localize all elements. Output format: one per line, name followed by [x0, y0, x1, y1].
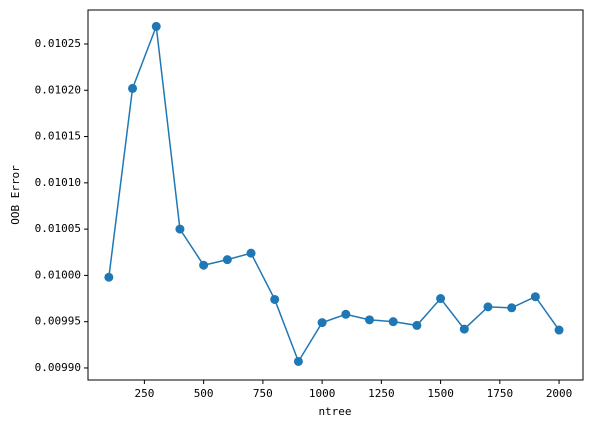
y-tick-label: 0.00990 [35, 361, 81, 374]
data-point [104, 272, 114, 282]
data-point [483, 302, 493, 312]
x-tick-label: 750 [253, 387, 273, 400]
y-tick-label: 0.01020 [35, 83, 81, 96]
y-tick-label: 0.01025 [35, 37, 81, 50]
y-axis-label: OOB Error [9, 165, 22, 225]
y-tick-label: 0.01010 [35, 176, 81, 189]
data-point [317, 318, 327, 328]
data-line [108, 26, 560, 364]
plot-frame [87, 9, 584, 381]
data-point [365, 315, 375, 325]
y-tick-label: 0.01000 [35, 268, 81, 281]
x-tick-label: 1500 [427, 387, 454, 400]
data-point [222, 255, 232, 265]
data-point [270, 294, 280, 304]
data-point [128, 83, 138, 93]
data-point [246, 248, 256, 258]
y-tick-label: 0.01005 [35, 222, 81, 235]
data-point [175, 224, 185, 234]
data-point [507, 303, 517, 313]
y-tick-label: 0.00995 [35, 315, 81, 328]
data-point [412, 320, 422, 330]
data-point [293, 356, 303, 366]
x-tick-label: 2000 [546, 387, 573, 400]
data-point [554, 325, 564, 335]
data-point [199, 260, 209, 270]
data-point [341, 309, 351, 319]
data-point [436, 294, 446, 304]
x-tick-label: 1000 [309, 387, 336, 400]
x-tick-label: 500 [194, 387, 214, 400]
x-tick-label: 1750 [487, 387, 514, 400]
x-axis-label: ntree [318, 405, 351, 418]
data-point [530, 292, 540, 302]
data-point [151, 21, 161, 31]
data-point [459, 324, 469, 334]
x-tick-label: 250 [134, 387, 154, 400]
data-point [388, 317, 398, 327]
y-tick-label: 0.01015 [35, 130, 81, 143]
x-tick-label: 1250 [368, 387, 395, 400]
